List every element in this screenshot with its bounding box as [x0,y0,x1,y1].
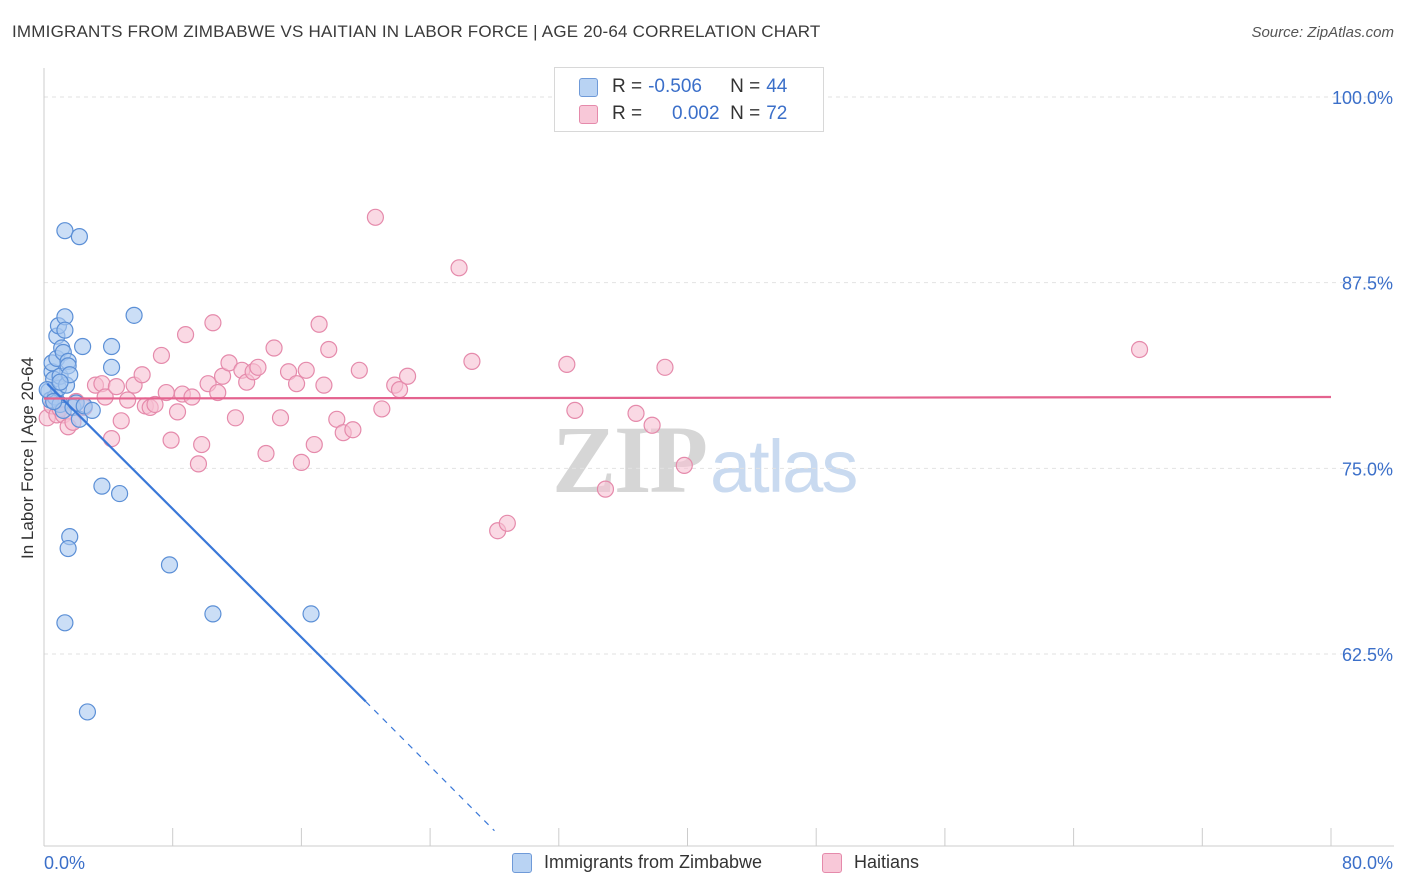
haitian-point [310,315,328,333]
haitian-point [152,346,171,365]
zimbabwe-point [74,337,92,356]
bottom-legend-swatch-blue [512,852,532,873]
haitian-point [168,403,187,421]
x-tick-label: 80.0% [1342,853,1393,873]
haitian-point [162,431,180,449]
legend-r-label: R = [612,103,643,124]
haitian-point [656,358,674,376]
haitian-point [320,340,338,359]
haitian-point [220,354,238,372]
haitian-trend-line [43,395,1332,400]
haitian-point [463,352,481,370]
haitian-point [566,401,584,420]
zimbabwe-point [59,539,77,558]
haitian-point [183,388,201,406]
legend-n-label: N = [730,76,761,97]
haitian-point [271,409,290,427]
haitian-point [112,412,130,430]
haitian-point [209,383,227,402]
zimbabwe-point [160,556,179,574]
haitian-point [189,455,208,473]
legend-n-value: 44 [766,76,788,97]
haitian-point [133,366,151,384]
legend-swatch-pink [579,104,598,124]
haitian-point [643,416,661,434]
haitian-point [297,361,315,379]
legend-r-label: R = [612,76,643,97]
y-tick-label: 100.0% [1332,88,1393,108]
zimbabwe-point [111,484,129,503]
bottom-legend-label: Haitians [854,852,920,872]
zimbabwe-point [56,321,74,339]
watermark-atlas: atlas [710,425,858,508]
legend-n-label: N = [730,103,761,124]
haitian-point [249,358,267,376]
zimbabwe-trend-extension [365,701,495,832]
zimbabwe-point [56,614,74,632]
chart-title: IMMIGRANTS FROM ZIMBABWE VS HAITIAN IN L… [12,22,821,41]
zimbabwe-point [102,337,121,356]
zimbabwe-point [102,358,121,376]
source-credit: Source: ZipAtlas.com [1251,24,1394,41]
zimbabwe-point [51,373,69,391]
haitian-point [350,361,368,379]
haitian-point [193,435,211,454]
haitian-point [226,409,245,427]
zimbabwe-point [56,222,74,240]
zimbabwe-point [78,703,97,721]
zimbabwe-trend-line [46,382,367,703]
haitian-point [257,444,275,463]
haitian-point [558,355,576,373]
haitian-point [279,363,298,381]
haitian-point [596,480,615,498]
legend-r-value-text: 0.002 [672,103,720,124]
haitian-point [102,430,121,448]
haitian-point [287,375,306,393]
legend-n-value: 72 [766,103,788,124]
haitian-point [265,339,283,357]
haitian-point [366,208,385,226]
zimbabwe-point [83,401,101,420]
legend-r-value: -0.506 [648,76,702,97]
haitian-point [398,367,417,385]
bottom-legend-swatch-pink [822,852,842,873]
haitian-point [292,453,310,471]
legend-row-haitians: R = 0.002 N = 72 [579,102,787,126]
zimbabwe-point [125,306,143,324]
legend-row-zimbabwe: R = -0.506 N = 44 [579,75,787,99]
haitian-point [675,456,693,474]
haitian-point [176,326,195,344]
haitian-point [315,376,333,394]
haitian-point [107,378,125,396]
haitian-point [498,514,516,532]
haitian-point [204,314,222,332]
y-tick-label: 75.0% [1342,459,1393,479]
zimbabwe-point [93,477,111,495]
watermark: ZIPatlas [552,404,858,515]
y-tick-label: 87.5% [1342,274,1393,294]
haitian-point [119,391,137,409]
bottom-legend-zimbabwe: Immigrants from Zimbabwe [512,852,762,873]
legend-r-value: 0.002 [648,103,730,125]
haitian-point [96,388,114,406]
y-tick-label: 62.5% [1342,645,1393,665]
zimbabwe-point [70,228,88,246]
haitian-point [146,395,164,414]
zimbabwe-point [204,605,222,623]
y-axis-label: In Labor Force | Age 20-64 [18,357,37,559]
correlation-legend: R = -0.506 N = 44 R = 0.002 N = 72 [554,67,824,132]
x-tick-label: 0.0% [44,853,85,873]
zimbabwe-point [302,605,320,623]
haitian-point [305,435,323,454]
haitian-point [627,404,645,422]
haitian-point [344,421,362,439]
bottom-legend-label: Immigrants from Zimbabwe [544,852,763,872]
haitian-point [450,259,468,277]
haitian-point [1130,340,1149,359]
haitian-point [373,400,391,418]
legend-swatch-blue [579,77,598,97]
bottom-legend-haitians: Haitians [822,852,919,873]
